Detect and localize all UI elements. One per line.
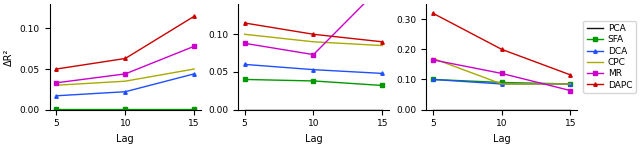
Y-axis label: ΔR²: ΔR² bbox=[4, 48, 14, 66]
X-axis label: Lag: Lag bbox=[305, 134, 323, 144]
X-axis label: Lag: Lag bbox=[116, 134, 134, 144]
X-axis label: Lag: Lag bbox=[493, 134, 511, 144]
Legend: PCA, SFA, DCA, CPC, MR, DAPC: PCA, SFA, DCA, CPC, MR, DAPC bbox=[584, 21, 636, 93]
